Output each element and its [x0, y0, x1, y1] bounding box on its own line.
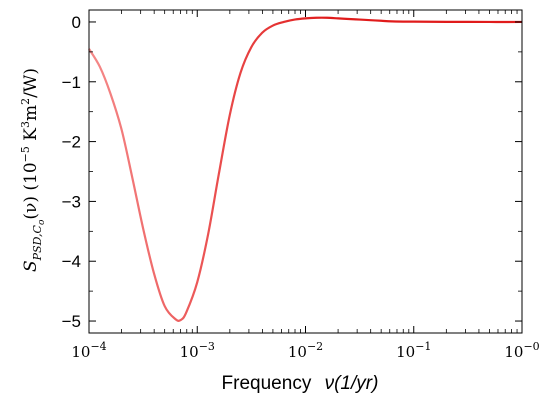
- x-tick-label: 10−1: [396, 340, 431, 361]
- x-tick-label: 10−0: [504, 340, 539, 361]
- y-tick-label: −2: [62, 133, 81, 152]
- y-tick-label: −5: [62, 312, 81, 331]
- plot-frame: [88, 9, 523, 334]
- plot-area: [88, 16, 523, 322]
- y-tick-label: 0: [72, 13, 81, 32]
- x-tick-label: 10−3: [180, 340, 215, 361]
- axes: 10−4 10−3 10−2 10−1 10−0 0 −1 −2 −3 −4 −5: [62, 9, 540, 361]
- y-tick-label: −4: [62, 252, 81, 271]
- x-tick-label: 10−2: [288, 340, 323, 361]
- y-tick-label: −1: [62, 73, 81, 92]
- x-tick-label: 10−4: [71, 340, 106, 361]
- x-axis-label: Frequency ν(1/yr): [222, 373, 379, 394]
- axis-labels: Frequency ν(1/yr) SPSD,Co(ν) (10−5 K3m2/…: [19, 68, 378, 394]
- series-line: [88, 16, 523, 322]
- y-axis-label: SPSD,Co(ν) (10−5 K3m2/W): [19, 68, 47, 272]
- y-tick-label: −3: [62, 192, 81, 211]
